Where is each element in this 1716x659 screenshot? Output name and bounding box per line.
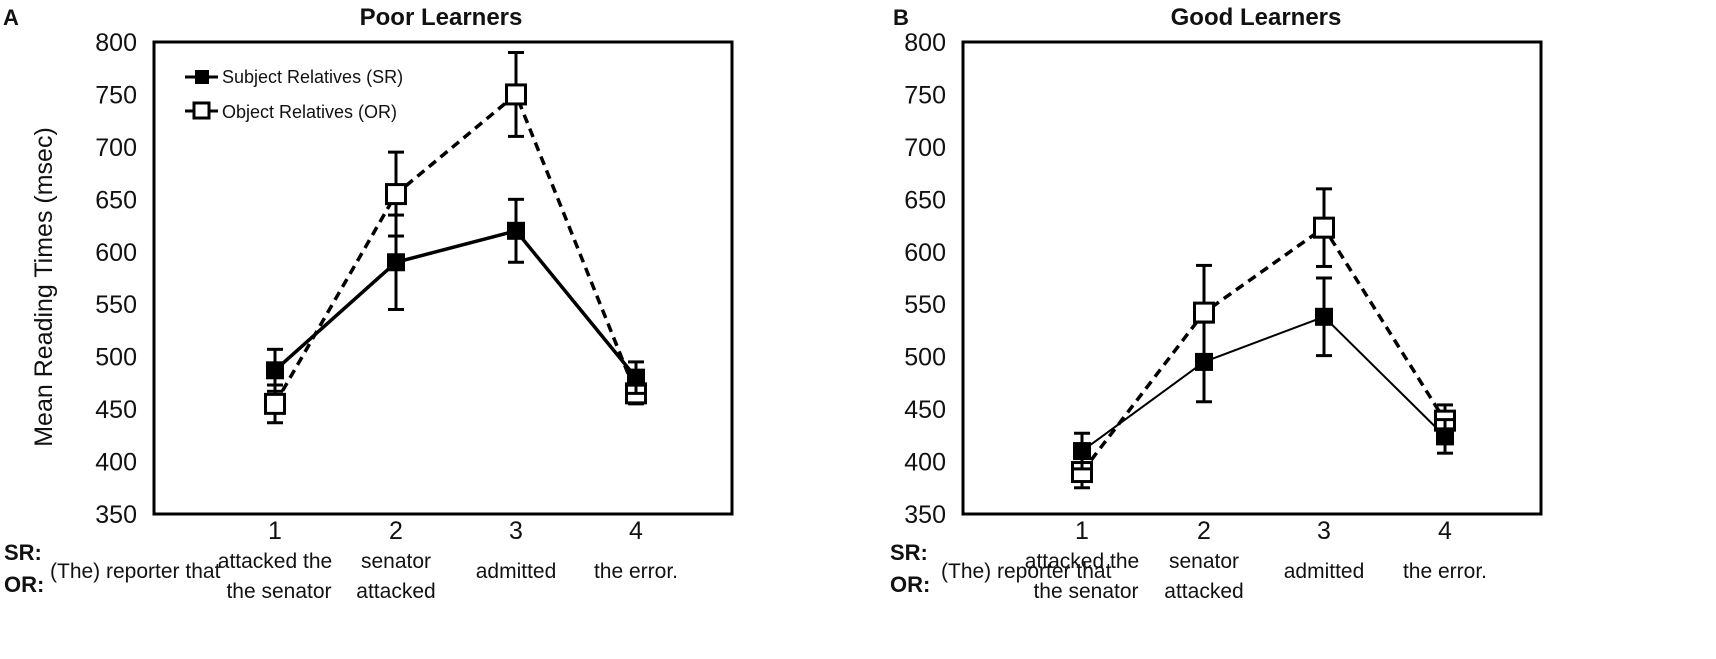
region-word: the senator xyxy=(1033,580,1138,603)
data-point-filled-square xyxy=(1073,442,1091,461)
row-label-sr: SR: xyxy=(4,540,42,565)
x-tick-labels: 1 2 3 4 xyxy=(268,517,643,545)
x-tick-label: 3 xyxy=(1317,517,1331,545)
series-line xyxy=(273,228,638,379)
x-tick-label: 4 xyxy=(1438,517,1452,545)
region-word: the error. xyxy=(594,560,678,583)
data-point-filled-square xyxy=(1436,427,1454,446)
y-tick-label: 600 xyxy=(95,239,137,267)
series-line xyxy=(1081,315,1446,452)
legend-label: Subject Relatives (SR) xyxy=(222,67,403,87)
y-tick-label: 500 xyxy=(95,344,137,372)
y-tick-label: 350 xyxy=(95,501,137,529)
x-tick-label: 2 xyxy=(1197,517,1211,545)
row-label-or: OR: xyxy=(890,572,930,597)
series-line xyxy=(273,91,638,405)
y-tick-label: 700 xyxy=(95,134,137,162)
x-tick-label: 2 xyxy=(389,517,403,545)
region-words: attacked the the senator senator attacked ad… xyxy=(218,550,678,603)
y-tick-label: 650 xyxy=(904,186,946,214)
x-tick-label: 1 xyxy=(268,517,282,545)
region-word: senator xyxy=(1169,550,1239,573)
legend-marker-filled-square xyxy=(195,70,209,84)
legend-label: Object Relatives (OR) xyxy=(222,102,397,122)
y-tick-label: 400 xyxy=(904,449,946,477)
region-word: attacked xyxy=(1164,580,1243,603)
data-point-filled-square xyxy=(266,361,284,380)
data-point-filled-square xyxy=(627,368,645,387)
y-tick-label: 800 xyxy=(95,29,137,57)
chart-title: Poor Learners xyxy=(360,4,523,31)
legend-item-or: Object Relatives (OR) xyxy=(185,101,397,122)
y-tick-label: 750 xyxy=(95,81,137,109)
y-tick-label: 650 xyxy=(95,186,137,214)
y-tick-label: 400 xyxy=(95,449,137,477)
legend-item-sr: Subject Relatives (SR) xyxy=(185,67,403,87)
y-tick-labels: 800 750 700 650 600 550 500 450 400 350 xyxy=(904,29,946,529)
y-tick-label: 550 xyxy=(95,291,137,319)
y-tick-label: 750 xyxy=(904,81,946,109)
region-word: attacked the xyxy=(1025,550,1139,573)
data-point-filled-square xyxy=(387,253,405,272)
x-tick-label: 1 xyxy=(1075,517,1089,545)
y-tick-label: 350 xyxy=(904,501,946,529)
y-tick-label: 550 xyxy=(904,291,946,319)
y-tick-label: 700 xyxy=(904,134,946,162)
region-word: attacked xyxy=(356,580,435,603)
y-tick-label: 450 xyxy=(95,396,137,424)
panel-letter: B xyxy=(893,5,909,30)
panel-poor-learners: A Poor Learners Mean Reading Times (msec… xyxy=(3,4,734,603)
plot-area xyxy=(961,40,1543,516)
panel-letter: A xyxy=(3,5,19,30)
row-label-sr: SR: xyxy=(890,540,928,565)
legend: Subject Relatives (SR) Object Relatives … xyxy=(185,67,403,122)
region-word: attacked the xyxy=(218,550,332,573)
series-layer xyxy=(264,50,647,425)
x-tick-label: 4 xyxy=(629,517,643,545)
y-tick-label: 450 xyxy=(904,396,946,424)
series-line xyxy=(1080,225,1447,474)
x-tick-label: 3 xyxy=(509,517,523,545)
y-tick-labels: 800 750 700 650 600 550 500 450 400 350 xyxy=(95,29,137,529)
region-0-label: (The) reporter that xyxy=(50,560,221,583)
y-axis-label: Mean Reading Times (msec) xyxy=(30,127,58,447)
series-subject-relatives xyxy=(1073,276,1454,471)
region-word: senator xyxy=(361,550,431,573)
region-words: attacked the the senator senator attacked ad… xyxy=(1025,550,1487,603)
y-tick-label: 800 xyxy=(904,29,946,57)
data-point-open-square xyxy=(264,392,286,415)
region-word: admitted xyxy=(476,560,557,583)
region-0-label: (The) reporter that xyxy=(941,560,1112,583)
data-point-open-square xyxy=(505,83,527,106)
data-point-open-square xyxy=(1313,216,1335,239)
chart-title: Good Learners xyxy=(1171,4,1342,31)
region-word: admitted xyxy=(1284,560,1365,583)
series-subject-relatives xyxy=(266,197,645,395)
region-word: the senator xyxy=(226,580,331,603)
legend-marker-open-square xyxy=(192,101,211,120)
row-label-or: OR: xyxy=(4,572,44,597)
data-point-open-square xyxy=(1193,301,1215,324)
data-point-filled-square xyxy=(1315,307,1333,326)
data-point-filled-square xyxy=(507,221,525,240)
data-point-open-square xyxy=(385,183,407,206)
data-point-filled-square xyxy=(1195,352,1213,371)
plot-area xyxy=(152,40,734,516)
y-tick-label: 600 xyxy=(904,239,946,267)
series-layer xyxy=(1071,187,1456,490)
region-word: the error. xyxy=(1403,560,1487,583)
x-tick-labels: 1 2 3 4 xyxy=(1075,517,1452,545)
y-tick-label: 500 xyxy=(904,344,946,372)
panel-good-learners: B Good Learners 800 750 700 650 600 550 500 450… xyxy=(890,4,1543,603)
series-object-relatives xyxy=(1071,187,1456,490)
